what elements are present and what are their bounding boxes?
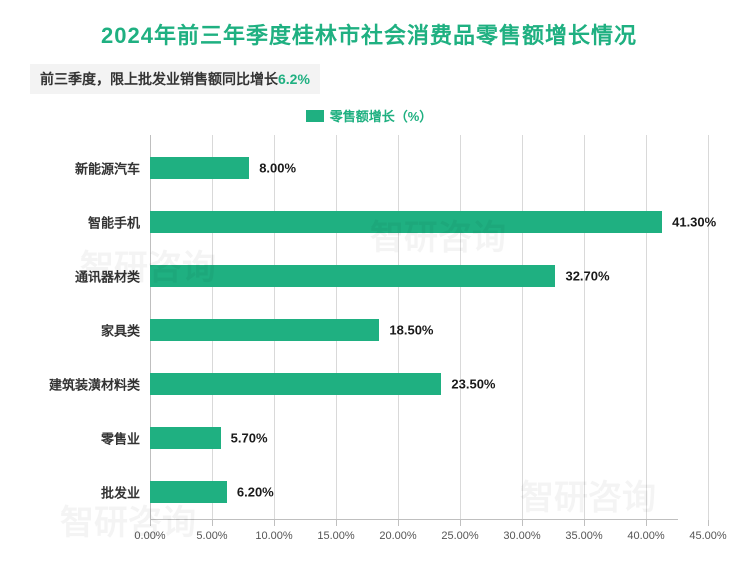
category-label: 家具类 bbox=[101, 321, 140, 340]
bar bbox=[150, 319, 379, 341]
bar-row: 零售业5.70% bbox=[150, 427, 678, 449]
bar bbox=[150, 481, 227, 503]
xtick-label: 10.00% bbox=[255, 530, 292, 542]
bar-row: 家具类18.50% bbox=[150, 319, 678, 341]
legend-swatch bbox=[306, 110, 324, 122]
category-label: 新能源汽车 bbox=[75, 159, 140, 178]
xtick-label: 25.00% bbox=[441, 530, 478, 542]
xtick bbox=[646, 520, 647, 526]
chart-container: 2024年前三年季度桂林市社会消费品零售额增长情况 前三季度，限上批发业销售额同… bbox=[0, 0, 738, 580]
value-label: 32.70% bbox=[565, 269, 609, 284]
xtick bbox=[584, 520, 585, 526]
value-label: 8.00% bbox=[259, 161, 296, 176]
xtick-label: 0.00% bbox=[134, 530, 165, 542]
bar bbox=[150, 373, 441, 395]
category-label: 零售业 bbox=[101, 429, 140, 448]
value-label: 18.50% bbox=[389, 323, 433, 338]
subtitle-highlight: 6.2% bbox=[278, 71, 310, 87]
xtick bbox=[212, 520, 213, 526]
bar bbox=[150, 211, 662, 233]
xtick-label: 40.00% bbox=[627, 530, 664, 542]
legend: 零售额增长（%） bbox=[30, 106, 708, 125]
category-label: 通讯器材类 bbox=[75, 267, 140, 286]
xtick-label: 45.00% bbox=[689, 530, 726, 542]
subtitle-prefix: 前三季度，限上批发业销售额同比增长 bbox=[40, 71, 278, 87]
subtitle-box: 前三季度，限上批发业销售额同比增长6.2% bbox=[30, 64, 320, 94]
bar-row: 通讯器材类32.70% bbox=[150, 265, 678, 287]
value-label: 6.20% bbox=[237, 485, 274, 500]
gridline bbox=[708, 135, 709, 520]
chart-title: 2024年前三年季度桂林市社会消费品零售额增长情况 bbox=[30, 18, 708, 50]
xtick-label: 30.00% bbox=[503, 530, 540, 542]
bar bbox=[150, 265, 555, 287]
bar-row: 建筑装潢材料类23.50% bbox=[150, 373, 678, 395]
value-label: 41.30% bbox=[672, 215, 716, 230]
bar-row: 批发业6.20% bbox=[150, 481, 678, 503]
xtick bbox=[398, 520, 399, 526]
plot-inner: 0.00%5.00%10.00%15.00%20.00%25.00%30.00%… bbox=[150, 135, 678, 520]
legend-label: 零售额增长（%） bbox=[330, 109, 433, 124]
value-label: 5.70% bbox=[231, 431, 268, 446]
xtick-label: 5.00% bbox=[196, 530, 227, 542]
value-label: 23.50% bbox=[451, 377, 495, 392]
category-label: 智能手机 bbox=[88, 213, 140, 232]
xtick bbox=[150, 520, 151, 526]
plot-area: 0.00% 5.00% 10.00% 15.00% 20.00% 25.00% 30.00%… bbox=[30, 135, 708, 555]
bar-row: 新能源汽车8.00% bbox=[150, 157, 678, 179]
xtick bbox=[522, 520, 523, 526]
bar bbox=[150, 157, 249, 179]
xtick bbox=[274, 520, 275, 526]
xtick-label: 15.00% bbox=[317, 530, 354, 542]
xtick bbox=[460, 520, 461, 526]
xtick bbox=[708, 520, 709, 526]
xtick-label: 35.00% bbox=[565, 530, 602, 542]
bar-row: 智能手机41.30% bbox=[150, 211, 678, 233]
xtick-label: 20.00% bbox=[379, 530, 416, 542]
category-label: 建筑装潢材料类 bbox=[49, 375, 140, 394]
x-axis bbox=[150, 519, 678, 520]
category-label: 批发业 bbox=[101, 483, 140, 502]
xtick bbox=[336, 520, 337, 526]
bar bbox=[150, 427, 221, 449]
